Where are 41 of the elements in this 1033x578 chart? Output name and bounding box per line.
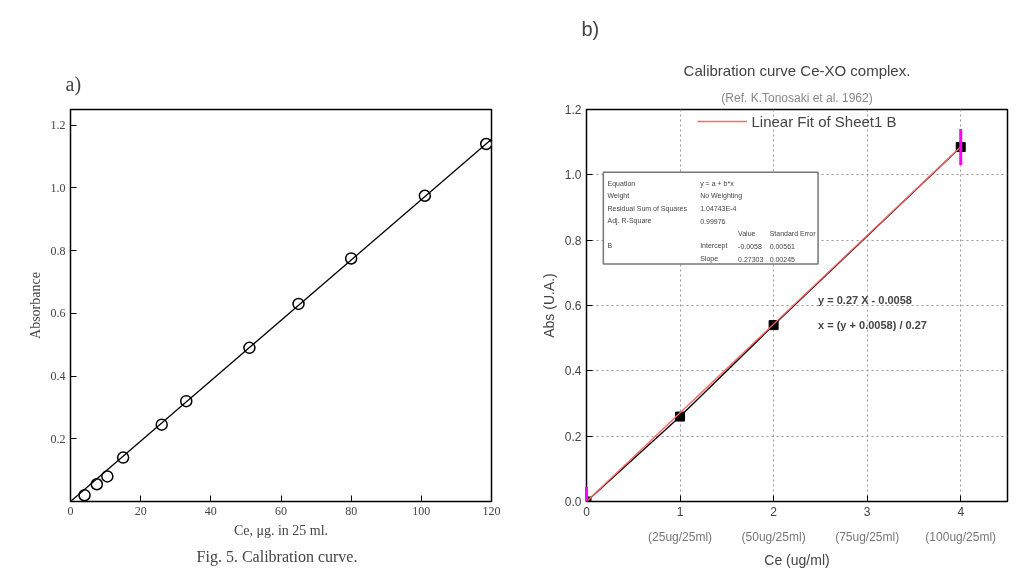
y-tick-label: 0.8: [50, 243, 66, 258]
y-axis-title: Abs (U.A.): [540, 273, 557, 338]
y-tick-label: 1.0: [50, 180, 66, 195]
y-tick-label: 0.2: [50, 431, 66, 446]
y-tick-label: 1.2: [564, 103, 582, 117]
text: (25ug/25ml): [648, 529, 713, 544]
x-tick-label: 1: [676, 504, 684, 519]
x-tick-label: 60: [275, 503, 287, 518]
x-tick-label: 2: [770, 504, 778, 519]
y-tick-label: 0.4: [564, 364, 582, 379]
caption: Fig. 5. Calibration curve.: [196, 547, 358, 566]
y-tick-label: 0.8: [564, 233, 582, 248]
x-tick-label: 80: [345, 503, 358, 518]
x-tick-label: 0: [67, 503, 74, 518]
x-tick-label: 3: [863, 504, 871, 519]
x-tick-label: 120: [482, 503, 501, 518]
annotation: y = 0.27 X - 0.0058: [818, 293, 912, 306]
chart-subtitle: (Ref. K.Tonosaki et al. 1962): [721, 90, 873, 105]
annotation: x = (y + 0.0058) / 0.27: [818, 318, 927, 331]
legend-label: Linear Fit of Sheet1 B: [751, 112, 897, 130]
x-tick-label: 40: [204, 503, 217, 518]
chart-title: Calibration curve Ce-XO complex.: [683, 61, 911, 79]
x-tick-label: 0: [583, 504, 591, 519]
y-axis-title: Absorbance: [27, 272, 43, 339]
text: (50ug/25ml): [741, 529, 806, 544]
y-tick-label: 0.6: [564, 299, 582, 313]
text: b): [581, 17, 600, 40]
x-axis-title: Ce (ug/ml): [764, 551, 830, 568]
x-tick-label: 20: [134, 503, 147, 518]
y-tick-label: 0.6: [50, 306, 66, 321]
y-tick-label: 1.0: [564, 168, 582, 183]
y-tick-label: 0.4: [50, 369, 66, 384]
y-tick-label: 0.2: [564, 429, 582, 444]
y-tick-label: 0.0: [564, 495, 582, 509]
x-tick-label: 100: [412, 503, 431, 518]
text: (100ug/25ml): [925, 529, 997, 544]
text: (75ug/25ml): [835, 529, 900, 544]
y-tick-label: 1.2: [50, 118, 66, 133]
x-axis-title: Ce, μg. in 25 ml.: [233, 522, 329, 538]
x-tick-label: 4: [957, 504, 965, 519]
text: a): [65, 72, 82, 96]
